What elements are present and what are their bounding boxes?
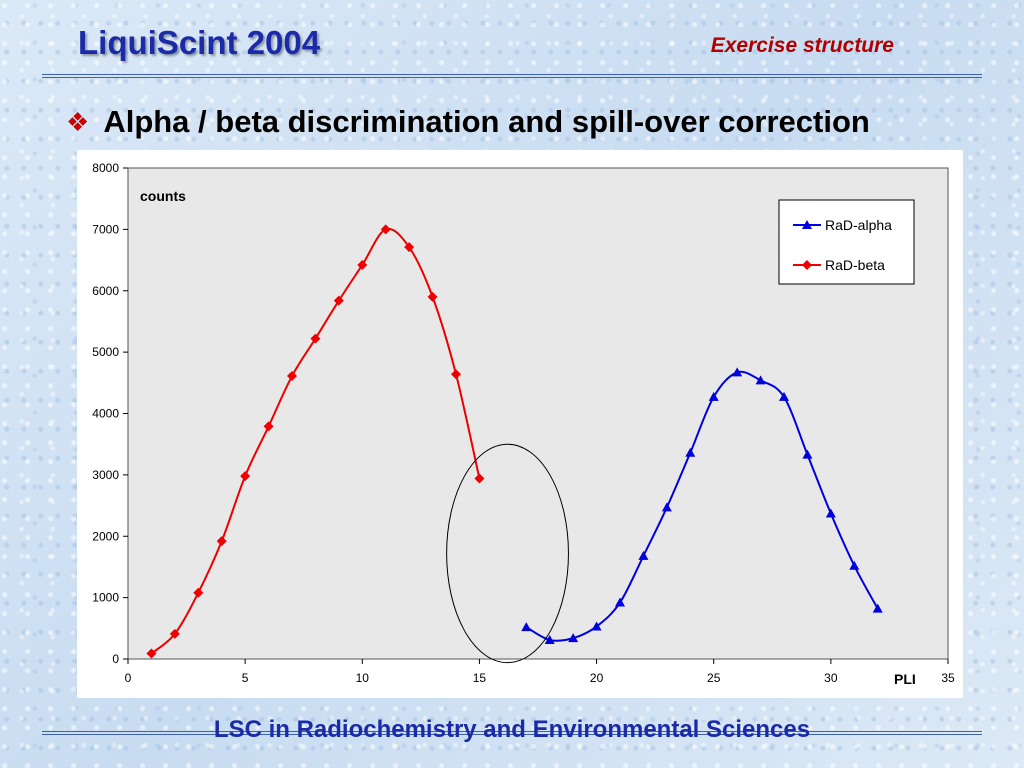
triangle-point	[755, 375, 766, 385]
y-tick-label: 8000	[92, 161, 119, 175]
top-divider	[42, 74, 982, 78]
chart-container: 0 1000 2000 3000 4000 5000 6000 7000 8000 0 5 10 15 2…	[77, 150, 963, 698]
x-tick-label: 25	[707, 671, 721, 685]
slide-heading: Alpha / beta discrimination and spill-ov…	[103, 104, 870, 139]
x-tick-label: 0	[125, 671, 132, 685]
y-tick-label: 4000	[92, 407, 119, 421]
line-chart: 0 1000 2000 3000 4000 5000 6000 7000 8000 0 5 10 15 2…	[92, 161, 955, 687]
x-tick-label: 15	[473, 671, 487, 685]
diamond-point	[427, 291, 438, 302]
diamond-point	[193, 587, 204, 598]
series-layer	[146, 224, 883, 659]
diamond-point	[357, 259, 368, 270]
diamond-point	[404, 242, 415, 253]
triangle-point	[802, 449, 813, 459]
diamond-point	[169, 628, 180, 639]
highlight-ellipse	[446, 443, 569, 664]
triangle-point	[615, 597, 625, 607]
triangle-point	[591, 621, 602, 631]
triangle-point	[849, 560, 860, 570]
triangle-point	[544, 634, 555, 644]
slide-title: LiquiScint 2004	[78, 24, 321, 61]
diamond-point	[474, 473, 485, 484]
legend-marker	[802, 260, 812, 270]
y-tick-label: 0	[112, 652, 119, 666]
x-tick-label: 30	[824, 671, 838, 685]
legend-marker	[802, 220, 812, 229]
x-tick-label: 35	[941, 671, 955, 685]
triangle-point	[521, 622, 532, 632]
triangle-point	[825, 508, 836, 518]
diamond-point	[310, 333, 321, 344]
four-diamond-bullet-icon: ❖	[66, 107, 90, 137]
triangle-point	[661, 502, 672, 512]
series-line	[525, 370, 879, 642]
legend-entry: RaD-beta	[825, 257, 885, 273]
y-tick-label: 5000	[92, 345, 119, 359]
triangle-point	[708, 391, 719, 401]
triangle-point	[732, 367, 743, 377]
legend-box	[778, 199, 915, 285]
y-tick-label: 6000	[92, 284, 119, 298]
diamond-point	[333, 295, 344, 306]
x-tick-label: 20	[590, 671, 604, 685]
triangle-point	[872, 603, 883, 613]
section-label: Exercise structure	[710, 34, 894, 57]
y-tick-label: 7000	[92, 222, 119, 236]
x-axis-label: PLI	[894, 671, 916, 687]
triangle-point	[779, 391, 789, 401]
y-tick-label: 3000	[92, 468, 119, 482]
triangle-point	[638, 550, 649, 560]
diamond-point	[146, 648, 157, 659]
y-tick-label: 1000	[92, 591, 119, 605]
x-tick-label: 5	[242, 671, 249, 685]
triangle-point	[568, 633, 579, 643]
axes: 0 1000 2000 3000 4000 5000 6000 7000 8000 0 5 10 15 2…	[92, 161, 955, 685]
diamond-point	[263, 421, 274, 432]
x-tick-label: 10	[356, 671, 370, 685]
bullet-heading-row: ❖ Alpha / beta discrimination and spill-…	[66, 104, 870, 140]
diamond-point	[380, 224, 391, 235]
annotation-layer	[446, 443, 569, 664]
diamond-point	[240, 471, 251, 482]
triangle-point	[685, 447, 696, 457]
series-rad-beta	[146, 224, 485, 659]
diamond-point	[287, 371, 297, 382]
y-tick-label: 2000	[92, 529, 119, 543]
y-axis-label: counts	[140, 188, 186, 204]
legend-entry: RaD-alpha	[825, 217, 892, 233]
chart-legend: RaD-alpha RaD-beta	[778, 199, 915, 285]
footer: LSC in Radiochemistry and Environmental …	[0, 716, 1024, 744]
series-rad-alpha	[521, 367, 883, 644]
diamond-point	[216, 536, 227, 547]
footer-text: LSC in Radiochemistry and Environmental …	[213, 716, 811, 743]
diamond-point	[451, 369, 461, 380]
bottom-divider	[42, 731, 982, 735]
